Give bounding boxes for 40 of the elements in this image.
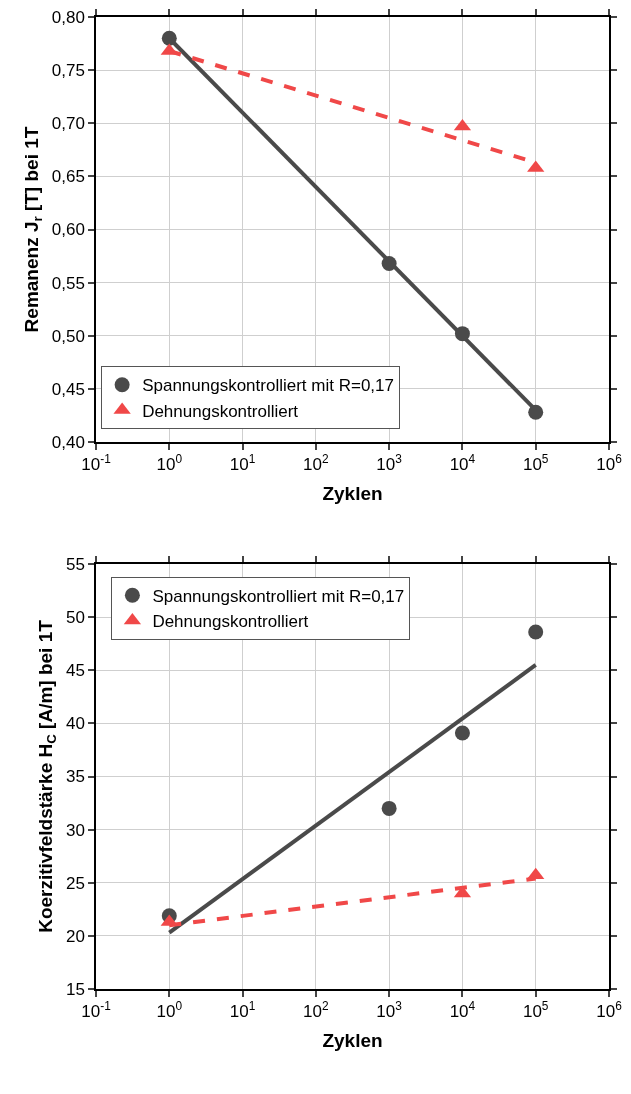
legend-label: Dehnungskontrolliert [152, 612, 309, 632]
y-tick-label: 0,55 [51, 273, 85, 293]
x-tick-label: 10$^{2}$ [303, 452, 330, 475]
x-tick-label: 10$^{6}$ [596, 999, 623, 1022]
x-axis-title: Zyklen [322, 1030, 383, 1052]
x-axis-title: Zyklen [322, 483, 383, 505]
x-tick-label: 10$^{0}$ [156, 999, 183, 1022]
x-tick-label: 10$^{3}$ [376, 999, 403, 1022]
x-tick-label: 10$^{-1}$ [81, 999, 112, 1022]
y-tick-label: 0,75 [51, 61, 85, 81]
legend-label: Spannungskontrolliert mit R=0,17 [152, 586, 405, 606]
x-tick-label: 10$^{5}$ [522, 452, 549, 475]
x-tick-label: 10$^{3}$ [376, 452, 403, 475]
y-tick-label: 15 [65, 979, 85, 999]
y-tick-label: 50 [65, 608, 85, 628]
y-tick-label: 0,80 [51, 7, 85, 27]
y-tick-label: 0,45 [51, 379, 85, 399]
y-tick-label: 0,60 [51, 220, 85, 240]
y-tick-label: 0,70 [51, 114, 85, 134]
x-tick-label: 10$^{4}$ [449, 999, 476, 1022]
x-tick-label: 10$^{6}$ [596, 452, 623, 475]
x-tick-label: 10$^{4}$ [449, 452, 476, 475]
y-tick-label: 0,65 [51, 167, 85, 187]
legend-label: Spannungskontrolliert mit R=0,17 [142, 376, 394, 396]
y-tick-label: 20 [65, 926, 85, 946]
x-tick-label: 10$^{2}$ [303, 999, 330, 1022]
y-tick-label: 45 [65, 661, 85, 681]
y-tick-label: 25 [65, 873, 85, 893]
y-tick-label: 0,40 [51, 432, 85, 452]
y-tick-label: 0,50 [51, 326, 85, 346]
legend-label: Dehnungskontrolliert [142, 401, 299, 421]
x-tick-label: 10$^{5}$ [522, 999, 549, 1022]
y-tick-label: 35 [65, 767, 85, 787]
y-tick-label: 55 [65, 554, 85, 574]
y-tick-label: 30 [65, 820, 85, 840]
x-tick-label: 10$^{1}$ [229, 452, 256, 475]
x-tick-label: 10$^{-1}$ [81, 452, 112, 475]
x-tick-label: 10$^{0}$ [156, 452, 183, 475]
x-tick-label: 10$^{1}$ [229, 999, 256, 1022]
y-tick-label: 40 [65, 714, 85, 734]
